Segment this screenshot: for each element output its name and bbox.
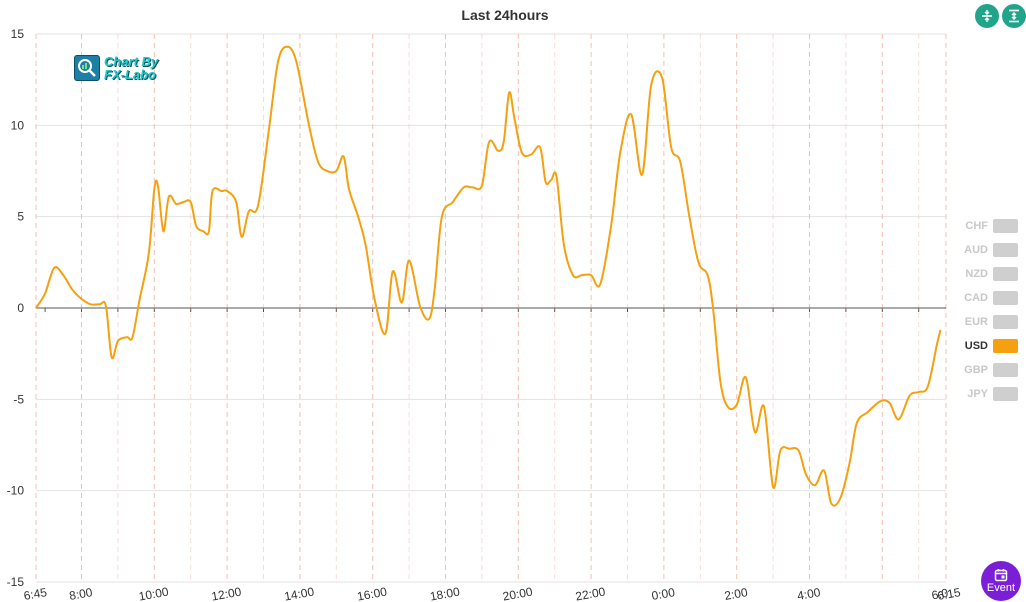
legend-swatch [993, 363, 1018, 377]
legend-label: CAD [964, 292, 988, 304]
expand-vertical-button[interactable] [1002, 4, 1026, 28]
legend-swatch [993, 243, 1018, 257]
legend-item-chf[interactable]: CHF [964, 214, 1018, 238]
chart-magnifier-icon [74, 55, 100, 81]
calendar-icon [994, 569, 1008, 582]
legend-swatch [993, 291, 1018, 305]
x-tick-label: 6:0 [930, 586, 949, 602]
x-tick-label: 8:00 [68, 585, 94, 602]
legend-swatch [993, 219, 1018, 233]
x-tick-label: 0:00 [650, 585, 676, 602]
x-tick-label: 12:00 [210, 585, 242, 602]
x-tick-label: 20:00 [502, 585, 534, 602]
event-label: Event [986, 582, 1016, 594]
legend-label: GBP [964, 364, 988, 376]
x-tick-label: 2:00 [723, 585, 749, 602]
legend-item-cad[interactable]: CAD [964, 286, 1018, 310]
compress-vertical-icon [982, 10, 992, 22]
legend-label: USD [964, 340, 988, 352]
legend-label: EUR [964, 316, 988, 328]
compress-vertical-button[interactable] [975, 4, 999, 28]
legend-label: JPY [967, 388, 988, 400]
legend-item-usd[interactable]: USD [964, 334, 1018, 358]
watermark-line1: Chart By [104, 54, 159, 69]
legend-label: CHF [965, 220, 988, 232]
y-tick-label: 15 [11, 27, 25, 41]
legend-swatch [993, 339, 1018, 353]
y-tick-labels: 15 10 5 0 -5 -10 -15 [7, 27, 25, 589]
event-button[interactable]: Event [981, 561, 1021, 601]
y-tick-label: 0 [17, 301, 24, 315]
x-tick-labels: 6:45 8:00 10:00 12:00 14:00 16:00 18:00 20:00 22… [23, 585, 962, 602]
watermark-line2: FX-Labo [104, 67, 156, 82]
currency-legend: CHF AUD NZD CAD EUR USD GBP JPY [964, 214, 1018, 406]
x-tick-label: 14:00 [283, 585, 315, 602]
x-tick-label: 16:00 [356, 585, 388, 602]
x-tick-label: 22:00 [574, 585, 606, 602]
legend-item-jpy[interactable]: JPY [964, 382, 1018, 406]
legend-item-eur[interactable]: EUR [964, 310, 1018, 334]
watermark-logo: Chart By FX-Labo [74, 55, 158, 81]
legend-item-aud[interactable]: AUD [964, 238, 1018, 262]
legend-label: AUD [964, 244, 988, 256]
legend-swatch [993, 267, 1018, 281]
x-tick-label: 4:00 [796, 585, 822, 602]
y-tick-label: -10 [7, 484, 25, 498]
y-tick-label: 10 [11, 118, 25, 132]
legend-swatch [993, 315, 1018, 329]
y-tick-label: -15 [7, 575, 25, 589]
legend-item-gbp[interactable]: GBP [964, 358, 1018, 382]
legend-swatch [993, 387, 1018, 401]
legend-item-nzd[interactable]: NZD [964, 262, 1018, 286]
x-tick-label: 6:15 [936, 585, 962, 602]
x-tick-label: 18:00 [429, 585, 461, 602]
legend-label: NZD [965, 268, 988, 280]
x-tick-label: 10:00 [138, 585, 170, 602]
expand-vertical-icon [1009, 9, 1019, 23]
series-line-usd[interactable] [35, 45, 942, 507]
y-tick-label: 5 [17, 210, 24, 224]
chart-title: Last 24hours [461, 7, 549, 23]
y-tick-label: -5 [13, 392, 24, 406]
x-tick-label: 6:45 [23, 585, 49, 602]
